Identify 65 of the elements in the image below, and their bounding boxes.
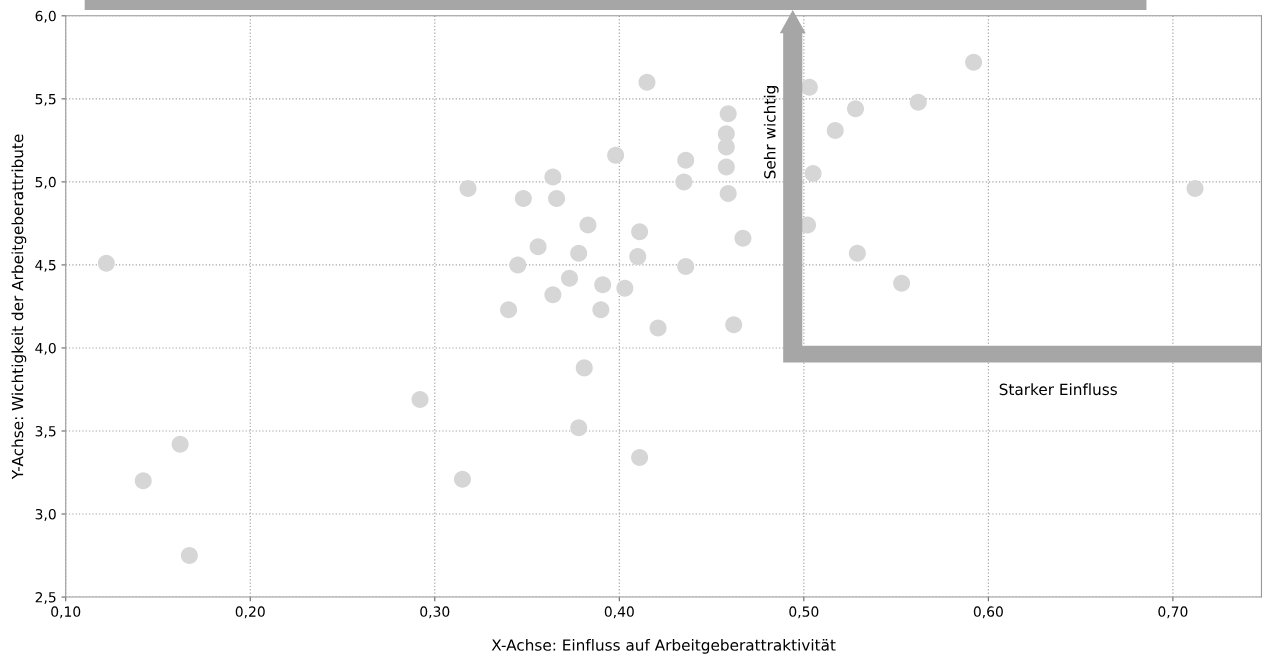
point [649, 319, 667, 337]
x-tick-label: 0,50 [789, 606, 819, 619]
point [719, 105, 737, 123]
point [734, 229, 752, 247]
point [677, 258, 695, 276]
point [548, 189, 566, 207]
x-tick-label: 0,70 [1158, 606, 1188, 619]
point [579, 216, 597, 234]
point [909, 93, 927, 111]
y-axis-title: Y-Achse: Wichtigkeit der Arbeitgeberattribute [11, 134, 27, 480]
point [717, 158, 735, 176]
y-tick-label: 6,0 [35, 10, 56, 23]
point [134, 472, 152, 490]
point [180, 547, 198, 565]
x-tick-label: 0,10 [51, 606, 81, 619]
point [631, 223, 649, 241]
y-tick-label: 2,5 [35, 592, 56, 604]
point [675, 173, 693, 191]
point [514, 189, 532, 207]
point [459, 180, 477, 198]
point [847, 100, 865, 118]
x-tick-label: 0,30 [420, 606, 450, 619]
y-tick-label: 5,0 [35, 176, 56, 189]
point [677, 151, 695, 169]
y-tick-label: 3,5 [35, 425, 56, 438]
point [570, 244, 588, 262]
point [500, 301, 518, 319]
point [544, 168, 562, 186]
point [592, 301, 610, 319]
point [616, 279, 634, 297]
point [509, 256, 527, 274]
point [638, 73, 656, 91]
x-tick-label: 0,60 [973, 606, 1003, 619]
point [826, 121, 844, 139]
annotation: Starker Einfluss [999, 383, 1117, 396]
point [800, 78, 818, 96]
point [629, 248, 647, 266]
point [717, 138, 735, 156]
point [171, 435, 189, 453]
y-tick-label: 3,0 [35, 508, 56, 521]
point [529, 238, 547, 256]
point [719, 185, 737, 203]
point [893, 274, 911, 292]
point [594, 276, 612, 294]
point [97, 254, 115, 272]
annotation: Sehr wichtig [763, 86, 779, 179]
point [1186, 180, 1204, 198]
y-tick-label: 4,0 [35, 342, 56, 355]
point [607, 146, 625, 164]
y-tick-label: 4,5 [35, 260, 56, 272]
x-axis-title: X-Achse: Einfluss auf Arbeitgeberattraktivität [491, 638, 836, 654]
point [570, 419, 588, 437]
x-tick-label: 0,20 [235, 606, 265, 619]
point [560, 269, 578, 287]
point [544, 286, 562, 304]
y-tick-label: 5,5 [35, 94, 56, 106]
point [631, 449, 649, 467]
point [848, 244, 866, 262]
point [411, 390, 429, 408]
x-tick-label: 0,40 [604, 606, 634, 619]
point [725, 316, 743, 334]
point [575, 359, 593, 377]
point [965, 53, 983, 71]
point [453, 470, 471, 488]
point [804, 165, 822, 183]
